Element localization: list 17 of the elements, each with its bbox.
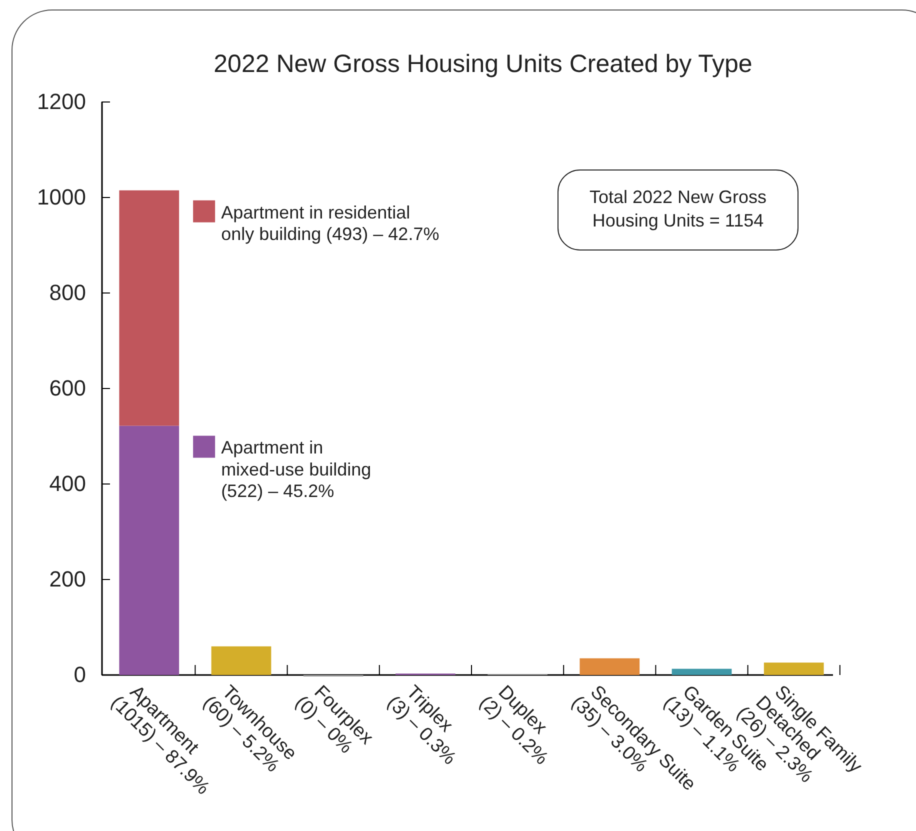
y-tick-label: 1000 <box>37 184 86 210</box>
y-tick-label: 1200 <box>37 89 86 114</box>
bar <box>580 658 640 675</box>
bar <box>672 668 732 675</box>
bar <box>764 662 824 675</box>
chart-title: 2022 New Gross Housing Units Created by Type <box>214 50 752 78</box>
y-tick-label: 400 <box>49 471 86 496</box>
y-tick-label: 0 <box>74 662 86 688</box>
y-tick-label: 800 <box>49 280 86 306</box>
annotation: Total 2022 New Gross Housing Units = 1154 <box>589 187 767 230</box>
legend-label: Apartment in mixed-use building (522) – 45.2% <box>221 438 372 501</box>
y-tick-label: 200 <box>49 566 86 592</box>
bar <box>211 646 272 675</box>
bar <box>119 426 180 675</box>
legend-label: Apartment in residential only building (493) – 42.7% <box>221 202 440 244</box>
bar <box>119 190 180 426</box>
y-tick-label: 600 <box>49 376 86 401</box>
